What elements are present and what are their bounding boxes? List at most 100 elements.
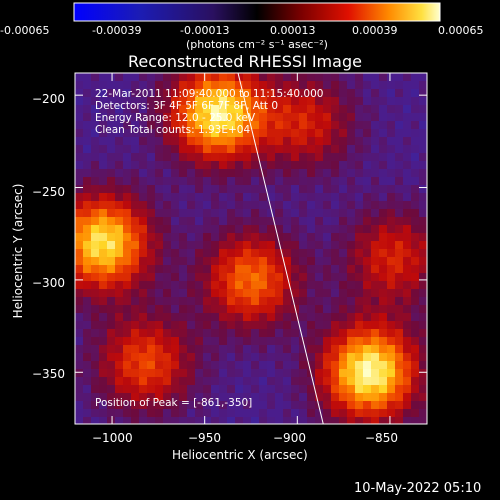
heatmap-pixel <box>115 177 123 185</box>
heatmap-pixel <box>315 417 323 424</box>
heatmap-pixel <box>171 305 179 313</box>
heatmap-pixel <box>339 129 347 137</box>
heatmap-pixel <box>99 257 107 265</box>
heatmap-pixel <box>187 209 195 217</box>
heatmap-pixel <box>75 401 83 409</box>
heatmap-pixel <box>379 369 387 377</box>
heatmap-pixel <box>163 409 171 417</box>
heatmap-pixel <box>411 105 419 113</box>
heatmap-pixel <box>307 97 315 105</box>
heatmap-pixel <box>211 385 219 393</box>
heatmap-pixel <box>99 417 107 424</box>
heatmap-pixel <box>387 337 395 345</box>
heatmap-pixel <box>203 249 211 257</box>
heatmap-pixel <box>339 81 347 89</box>
heatmap-pixel <box>347 361 355 369</box>
heatmap-pixel <box>115 209 123 217</box>
heatmap-pixel <box>235 233 243 241</box>
heatmap-pixel <box>323 193 331 201</box>
heatmap-pixel <box>395 313 403 321</box>
heatmap-pixel <box>211 257 219 265</box>
heatmap-pixel <box>107 313 115 321</box>
heatmap-pixel <box>299 273 307 281</box>
heatmap-pixel <box>187 273 195 281</box>
heatmap-pixel <box>171 201 179 209</box>
heatmap-pixel <box>131 393 139 401</box>
heatmap-pixel <box>147 129 155 137</box>
heatmap-pixel <box>163 161 171 169</box>
heatmap-pixel <box>307 409 315 417</box>
heatmap-pixel <box>291 89 299 97</box>
heatmap-pixel <box>387 289 395 297</box>
heatmap-pixel <box>403 121 411 129</box>
heatmap-pixel <box>203 113 211 121</box>
heatmap-pixel <box>107 137 115 145</box>
heatmap-pixel <box>339 321 347 329</box>
heatmap-pixel <box>403 313 411 321</box>
heatmap-pixel <box>75 97 83 105</box>
heatmap-pixel <box>195 281 203 289</box>
heatmap-pixel <box>339 409 347 417</box>
heatmap-pixel <box>187 73 195 81</box>
heatmap-pixel <box>331 89 339 97</box>
heatmap-pixel <box>259 73 267 81</box>
heatmap-pixel <box>235 313 243 321</box>
heatmap-pixel <box>371 345 379 353</box>
heatmap-pixel <box>403 137 411 145</box>
heatmap-pixel <box>155 345 163 353</box>
heatmap-pixel <box>363 297 371 305</box>
heatmap-pixel <box>187 417 195 424</box>
heatmap-pixel <box>179 273 187 281</box>
heatmap-pixel <box>211 137 219 145</box>
heatmap-pixel <box>299 241 307 249</box>
heatmap-pixel <box>259 329 267 337</box>
heatmap-pixel <box>155 241 163 249</box>
heatmap-pixel <box>339 209 347 217</box>
heatmap-pixel <box>283 273 291 281</box>
heatmap-pixel <box>275 305 283 313</box>
heatmap-pixel <box>379 337 387 345</box>
heatmap-pixel <box>83 305 91 313</box>
heatmap-pixel <box>171 105 179 113</box>
heatmap-pixel <box>107 409 115 417</box>
heatmap-pixel <box>379 233 387 241</box>
heatmap-pixel <box>251 153 259 161</box>
heatmap-pixel <box>371 81 379 89</box>
heatmap-pixel <box>395 153 403 161</box>
heatmap-pixel <box>371 97 379 105</box>
heatmap-pixel <box>323 417 331 424</box>
heatmap-pixel <box>123 129 131 137</box>
heatmap-pixel <box>387 137 395 145</box>
heatmap-pixel <box>163 233 171 241</box>
heatmap-pixel <box>395 241 403 249</box>
heatmap-pixel <box>203 417 211 424</box>
y-axis-ticks <box>75 94 427 373</box>
heatmap-pixel <box>411 377 419 385</box>
heatmap-pixel <box>339 153 347 161</box>
heatmap-pixel <box>243 241 251 249</box>
heatmap-pixel <box>203 385 211 393</box>
heatmap-pixel <box>403 321 411 329</box>
heatmap-pixel <box>75 257 83 265</box>
heatmap-pixel <box>75 145 83 153</box>
heatmap-pixel <box>355 369 363 377</box>
heatmap-pixel <box>211 185 219 193</box>
heatmap-pixel <box>123 337 131 345</box>
heatmap-pixel <box>179 193 187 201</box>
heatmap-pixel <box>227 121 235 129</box>
heatmap-pixel <box>107 265 115 273</box>
heatmap-pixel <box>243 217 251 225</box>
heatmap-pixel <box>139 193 147 201</box>
heatmap-pixel <box>179 105 187 113</box>
heatmap-pixel <box>387 105 395 113</box>
heatmap-pixel <box>363 393 371 401</box>
heatmap-pixel <box>155 129 163 137</box>
heatmap-pixel <box>331 361 339 369</box>
heatmap-pixel <box>83 217 91 225</box>
heatmap-pixel <box>315 89 323 97</box>
heatmap-pixel <box>259 81 267 89</box>
heatmap-pixel <box>227 201 235 209</box>
heatmap-pixel <box>219 281 227 289</box>
heatmap-pixel <box>75 121 83 129</box>
heatmap-pixel <box>75 129 83 137</box>
